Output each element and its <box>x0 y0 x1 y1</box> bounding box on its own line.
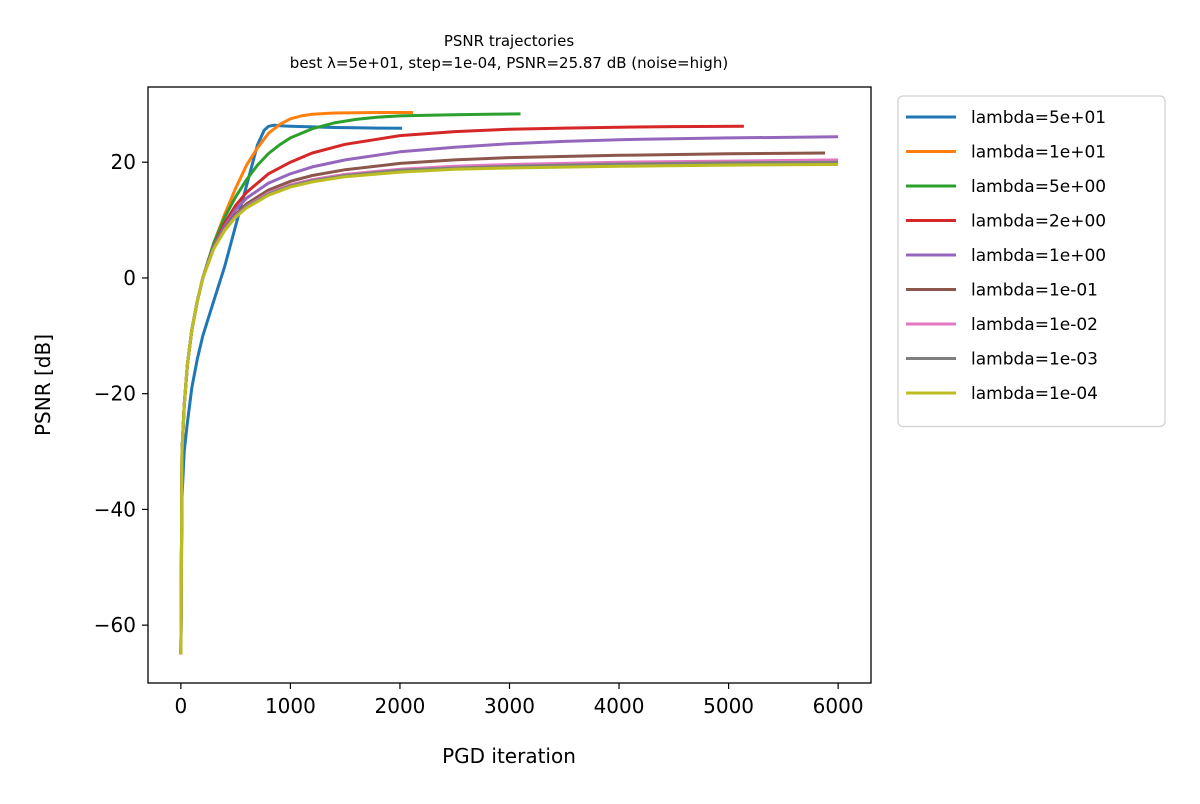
x-tick-label: 0 <box>174 694 187 718</box>
series-line-1 <box>179 123 403 655</box>
y-tick-label: −20 <box>94 382 136 406</box>
legend-label: lambda=1e+00 <box>971 246 1106 266</box>
legend-label: lambda=1e-01 <box>971 281 1098 301</box>
y-tick-label: −60 <box>94 613 136 637</box>
x-tick-label: 3000 <box>484 694 535 718</box>
legend-label: lambda=1e+01 <box>971 143 1106 163</box>
series-line-2 <box>179 111 414 655</box>
x-tick-label: 6000 <box>813 694 864 718</box>
x-tick-label: 4000 <box>594 694 645 718</box>
y-tick-label: 0 <box>123 266 136 290</box>
series-line-6 <box>179 151 826 655</box>
chart-title: PSNR trajectories <box>444 32 574 50</box>
series-line-5 <box>179 135 839 655</box>
series-line-4 <box>179 124 744 655</box>
series-line-7 <box>179 158 839 655</box>
legend-label: lambda=1e-04 <box>971 384 1098 404</box>
x-tick-label: 2000 <box>375 694 426 718</box>
legend-label: lambda=1e-02 <box>971 315 1098 335</box>
y-axis-label: PSNR [dB] <box>31 334 55 436</box>
plot-area-frame <box>147 86 872 684</box>
legend-label: lambda=5e+01 <box>971 108 1106 128</box>
legend-label: lambda=2e+00 <box>971 212 1106 232</box>
chart-subtitle: best λ=5e+01, step=1e-04, PSNR=25.87 dB … <box>290 54 728 72</box>
series-line-8 <box>179 160 839 655</box>
legend-label: lambda=5e+00 <box>971 177 1106 197</box>
y-tick-label: −40 <box>94 497 136 521</box>
x-axis-label: PGD iteration <box>442 744 576 768</box>
legend-label: lambda=1e-03 <box>971 350 1098 370</box>
y-tick-label: 20 <box>111 150 136 174</box>
x-tick-label: 5000 <box>703 694 754 718</box>
legend-box <box>897 95 1166 428</box>
series-line-9 <box>179 163 839 655</box>
x-tick-label: 1000 <box>265 694 316 718</box>
